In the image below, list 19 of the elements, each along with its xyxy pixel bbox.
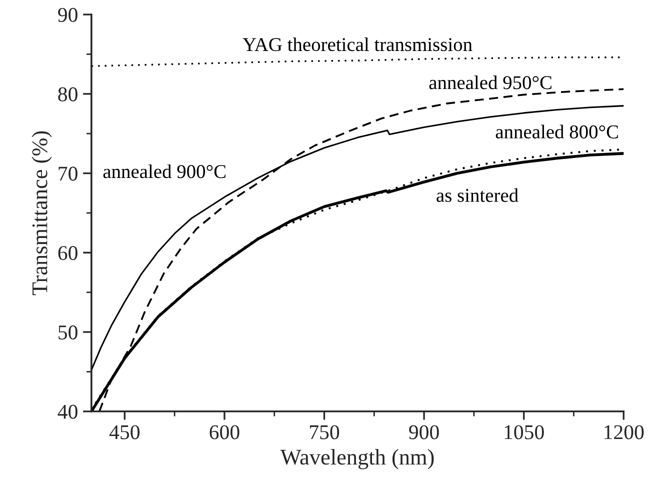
y-tick-label: 40	[58, 404, 78, 419]
x-tick-label: 600	[210, 425, 240, 440]
series-label: annealed 900°C	[103, 164, 226, 178]
y-tick-label: 90	[58, 8, 78, 22]
x-tick-label: 750	[310, 425, 340, 440]
series-label: YAG theoretical transmission	[242, 37, 472, 52]
y-tick-label: 70	[58, 166, 78, 181]
x-tick-label: 450	[109, 425, 140, 440]
x-tick-label: 900	[409, 425, 439, 440]
y-tick-label: 80	[58, 87, 78, 102]
x-axis-title: Wavelength (nm)	[280, 449, 434, 470]
series-label: annealed 800°C	[496, 124, 618, 138]
y-tick-label: 60	[58, 246, 78, 260]
series-label: annealed 950°C	[429, 76, 552, 90]
x-tick-label: 1050	[504, 425, 544, 440]
y-axis-title: Transmittance (%)	[32, 131, 52, 296]
series-label: as sintered	[436, 188, 518, 202]
x-tick-label: 1200	[604, 425, 644, 440]
y-tick-label: 50	[58, 325, 78, 340]
